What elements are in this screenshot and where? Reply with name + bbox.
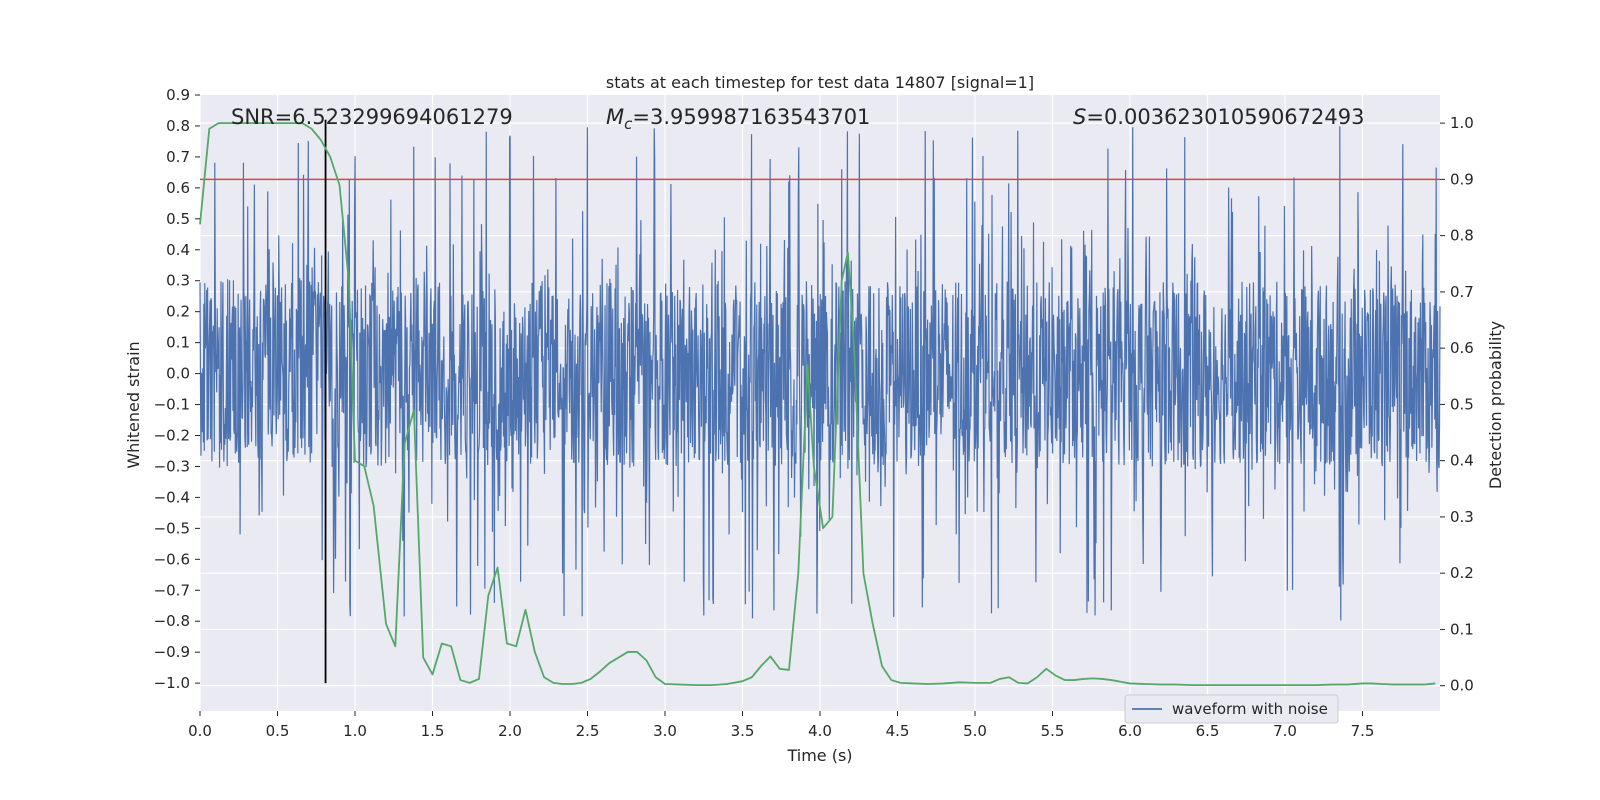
- y-tick-label-14: −0.5: [154, 519, 190, 537]
- y-tick-label-4: 0.5: [166, 210, 190, 228]
- x-tick-label-6: 3.0: [653, 722, 677, 740]
- x-tick-label-11: 5.5: [1041, 722, 1065, 740]
- y2-tick-label-1: 0.9: [1450, 170, 1474, 188]
- x-tick-label-10: 5.0: [963, 722, 987, 740]
- detection-probability-series: [199, 122, 1436, 687]
- y2-axis-label: Detection probability: [1486, 321, 1505, 489]
- y-tick-label-13: −0.4: [154, 488, 190, 506]
- x-tick-label-1: 0.5: [266, 722, 290, 740]
- x-tick-label-13: 6.5: [1196, 722, 1220, 740]
- chirp-mass-symbol: M: [606, 105, 624, 129]
- x-axis-ticks: 0.0 0.5 1.0 1.5 2.0 2.5 3.0 3.5 4.0 4.5 5.0 5.5 6.0 6…: [188, 711, 1374, 740]
- y-tick-label-11: −0.2: [154, 427, 190, 445]
- y2-tick-label-9: 0.1: [1450, 620, 1474, 638]
- y2-tick-label-7: 0.3: [1450, 508, 1474, 526]
- y2-tick-label-10: 0.0: [1450, 677, 1474, 695]
- legend-label-waveform: waveform with noise: [1172, 700, 1328, 718]
- chirp-mass-subscript: c: [624, 115, 633, 133]
- y-tick-label-10: −0.1: [154, 396, 190, 414]
- detection-probability-line: [199, 122, 1436, 687]
- x-tick-label-8: 4.0: [808, 722, 832, 740]
- legend-box: [1124, 694, 1339, 724]
- y2-tick-label-4: 0.6: [1450, 339, 1474, 357]
- s-symbol: S: [1073, 105, 1086, 129]
- y-tick-label-7: 0.2: [166, 303, 190, 321]
- chart-title: stats at each timestep for test data 148…: [606, 73, 1034, 92]
- x-tick-label-12: 6.0: [1118, 722, 1142, 740]
- x-tick-label-9: 4.5: [886, 722, 910, 740]
- x-tick-label-7: 3.5: [731, 722, 755, 740]
- y-tick-label-2: 0.7: [166, 148, 190, 166]
- y-axis-ticks: 0.9 0.8 0.7 0.6 0.5 0.4 0.3 0.2 0.1 0.0 −0.1 −0.2 −0…: [154, 86, 200, 692]
- y2-axis-ticks: 1.0 0.9 0.8 0.7 0.6 0.5 0.4 0.3 0.2 0.1 0.0: [1440, 114, 1474, 695]
- y2-tick-label-0: 1.0: [1450, 114, 1474, 132]
- waveform-line: [199, 126, 1441, 621]
- x-axis-label: Time (s): [786, 746, 852, 765]
- y2-tick-label-3: 0.7: [1450, 283, 1474, 301]
- y-tick-label-5: 0.4: [166, 241, 190, 259]
- y-tick-label-17: −0.8: [154, 612, 190, 630]
- y-tick-label-1: 0.8: [166, 117, 190, 135]
- x-tick-label-2: 1.0: [343, 722, 367, 740]
- x-tick-label-14: 7.0: [1273, 722, 1297, 740]
- snr-annotation: SNR=6.523299694061279: [231, 105, 513, 129]
- y-tick-label-8: 0.1: [166, 334, 190, 352]
- x-tick-label-0: 0.0: [188, 722, 212, 740]
- y-tick-label-12: −0.3: [154, 457, 190, 475]
- x-tick-label-3: 1.5: [421, 722, 445, 740]
- y-tick-label-9: 0.0: [166, 365, 190, 383]
- y-tick-label-15: −0.6: [154, 550, 190, 568]
- y-tick-label-6: 0.3: [166, 272, 190, 290]
- y-tick-label-3: 0.6: [166, 179, 190, 197]
- legend: waveform with noise: [1124, 694, 1339, 724]
- waveform-with-noise-series: [199, 126, 1441, 621]
- y-tick-label-0: 0.9: [166, 86, 190, 104]
- y2-tick-label-2: 0.8: [1450, 227, 1474, 245]
- x-tick-label-4: 2.0: [498, 722, 522, 740]
- y2-tick-label-8: 0.2: [1450, 564, 1474, 582]
- y2-tick-label-6: 0.4: [1450, 452, 1474, 470]
- chirp-mass-value: =3.959987163543701: [632, 105, 870, 129]
- x-tick-label-15: 7.5: [1351, 722, 1375, 740]
- y-tick-label-19: −1.0: [154, 674, 190, 692]
- chirp-mass-annotation: Mc=3.959987163543701: [606, 105, 870, 133]
- x-tick-label-5: 2.5: [576, 722, 600, 740]
- s-value: =0.003623010590672493: [1086, 105, 1364, 129]
- y-tick-label-16: −0.7: [154, 581, 190, 599]
- s-annotation: S=0.003623010590672493: [1073, 105, 1364, 129]
- y-tick-label-18: −0.9: [154, 643, 190, 661]
- y2-tick-label-5: 0.5: [1450, 395, 1474, 413]
- y-axis-label: Whitened strain: [124, 341, 143, 468]
